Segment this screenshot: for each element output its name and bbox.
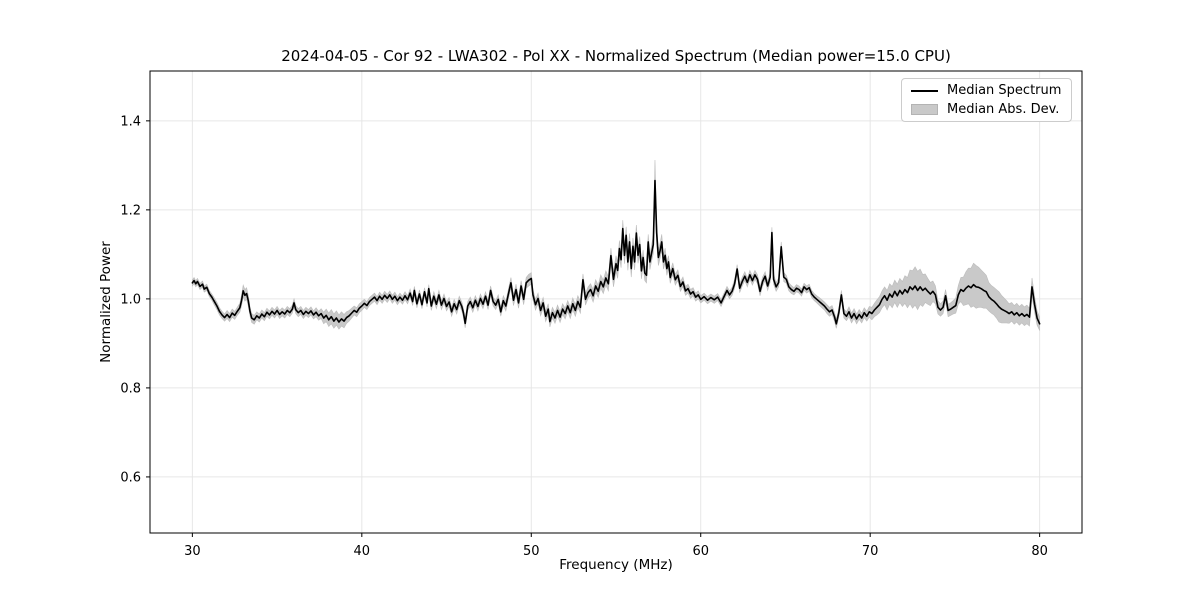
plot-frame <box>149 70 1083 534</box>
legend-label-median-spectrum: Median Spectrum <box>947 83 1062 98</box>
y-tick-label: 1.0 <box>120 292 141 307</box>
x-tick-label: 30 <box>184 544 201 559</box>
y-axis-label: Normalized Power <box>98 241 114 363</box>
legend-item-median-abs-dev: Median Abs. Dev. <box>902 102 1071 117</box>
x-tick-label: 60 <box>692 544 709 559</box>
legend-line-swatch <box>911 89 938 92</box>
y-tick-label: 0.8 <box>120 381 141 396</box>
median-spectrum-line <box>191 179 1041 325</box>
legend-item-median-spectrum: Median Spectrum <box>902 83 1071 98</box>
legend-label-median-abs-dev: Median Abs. Dev. <box>947 102 1060 117</box>
y-tick-label: 0.6 <box>120 470 141 485</box>
x-tick-label: 50 <box>523 544 540 559</box>
legend: Median Spectrum Median Abs. Dev. <box>901 78 1072 122</box>
y-tick-label: 1.4 <box>120 114 141 129</box>
chart-title: 2024-04-05 - Cor 92 - LWA302 - Pol XX - … <box>281 47 951 65</box>
y-tick-label: 1.2 <box>120 203 141 218</box>
x-tick-label: 40 <box>354 544 371 559</box>
legend-band-swatch <box>911 104 938 115</box>
x-axis-label: Frequency (MHz) <box>559 557 673 573</box>
mad-band <box>192 160 1040 331</box>
x-tick-label: 70 <box>862 544 879 559</box>
x-tick-label: 80 <box>1031 544 1048 559</box>
